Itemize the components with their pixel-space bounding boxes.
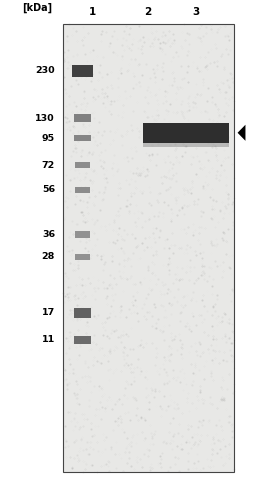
Text: 230: 230 — [35, 67, 55, 76]
Bar — [74, 336, 91, 344]
Text: 17: 17 — [42, 308, 55, 317]
Text: 72: 72 — [42, 160, 55, 170]
Polygon shape — [238, 125, 246, 141]
Bar — [74, 135, 91, 141]
Bar — [143, 123, 229, 143]
Bar — [72, 65, 93, 77]
Text: 130: 130 — [35, 114, 55, 123]
Bar — [74, 162, 90, 168]
Bar — [74, 114, 91, 122]
Text: [kDa]: [kDa] — [22, 3, 52, 13]
Bar — [73, 308, 91, 318]
Bar — [74, 254, 90, 260]
Text: 1: 1 — [89, 7, 96, 17]
Bar — [74, 231, 90, 238]
Text: 36: 36 — [42, 230, 55, 239]
Text: 28: 28 — [42, 252, 55, 262]
Bar — [75, 186, 90, 193]
Bar — [143, 143, 229, 147]
Bar — [63, 24, 234, 472]
Text: 56: 56 — [42, 185, 55, 194]
Text: 2: 2 — [144, 7, 151, 17]
Text: 11: 11 — [42, 335, 55, 344]
Text: 3: 3 — [192, 7, 199, 17]
Text: 95: 95 — [42, 134, 55, 143]
